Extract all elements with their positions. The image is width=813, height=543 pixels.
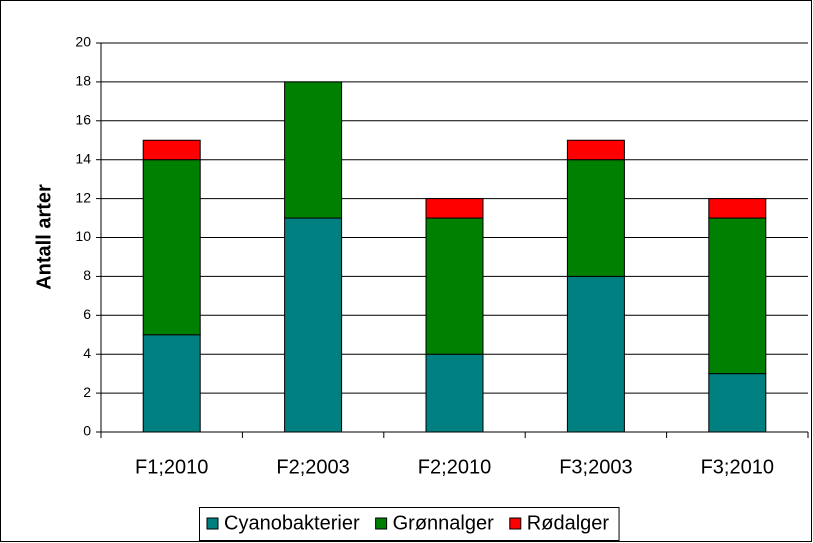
bar-segment xyxy=(708,217,767,375)
bar-segment xyxy=(425,217,484,355)
bar-segment xyxy=(566,159,625,277)
legend-swatch xyxy=(509,517,522,530)
y-tick-label: 4 xyxy=(83,345,91,361)
legend-label: Cyanobakterier xyxy=(224,512,360,534)
bar-segment xyxy=(566,139,625,161)
bar-segment xyxy=(284,81,343,219)
legend-label: Rødalger xyxy=(527,512,610,534)
x-tick-label: F3;2003 xyxy=(559,456,632,478)
y-tick-label: 18 xyxy=(75,73,91,89)
bar-segment xyxy=(708,373,767,433)
legend-box xyxy=(199,507,620,541)
bar-segment xyxy=(142,139,201,161)
x-tick-label: F2;2003 xyxy=(276,456,349,478)
bar-segment xyxy=(566,275,625,433)
bar-segment xyxy=(284,217,343,433)
y-tick-label: 2 xyxy=(83,384,91,400)
y-tick-label: 10 xyxy=(75,228,91,244)
x-tick-label: F2;2010 xyxy=(418,456,491,478)
y-tick-label: 16 xyxy=(75,112,91,128)
y-tick-label: 14 xyxy=(75,150,91,166)
legend-label: Grønnalger xyxy=(393,512,494,534)
y-tick-label: 20 xyxy=(75,34,91,50)
legend-swatch xyxy=(206,517,219,530)
y-tick-label: 12 xyxy=(75,189,91,205)
y-tick-label: 8 xyxy=(83,267,91,283)
y-axis-label: Antall arter xyxy=(33,184,55,290)
y-tick-label: 0 xyxy=(83,423,91,439)
x-tick-label: F1;2010 xyxy=(135,456,208,478)
bar-segment xyxy=(142,159,201,336)
x-tick-label: F3;2010 xyxy=(701,456,774,478)
y-tick-label: 6 xyxy=(83,306,91,322)
bar-segment xyxy=(142,334,201,433)
bar-segment xyxy=(425,198,484,219)
bar-segment xyxy=(425,353,484,433)
bar-segment xyxy=(708,198,767,219)
legend-swatch xyxy=(375,517,388,530)
